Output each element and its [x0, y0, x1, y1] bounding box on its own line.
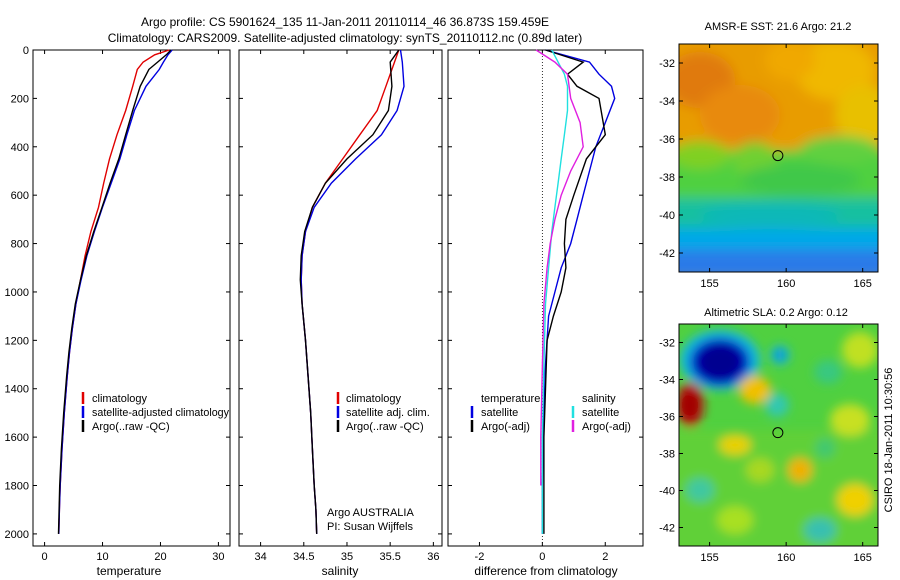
legend-label-temperature-argo: Argo(-adj) — [481, 421, 530, 433]
depth-tick-label: 2000 — [5, 529, 29, 541]
map-lon-label: 160 — [777, 278, 795, 290]
map-lat-label: -34 — [659, 375, 675, 387]
map-lat-label: -34 — [659, 96, 675, 108]
x-tick-label: 10 — [96, 551, 108, 563]
sst-heatmap — [679, 44, 878, 272]
header-line-2: Climatology: CARS2009. Satellite-adjuste… — [108, 31, 582, 45]
argo-program-label: Argo AUSTRALIA — [327, 507, 414, 519]
csiro-timestamp-label: CSIRO 18-Jan-2011 10:30:56 — [883, 368, 895, 513]
salinity-panel-frame — [238, 49, 443, 547]
depth-tick-label: 1600 — [5, 432, 29, 444]
map-lat-label: -38 — [659, 449, 675, 461]
sla-heatmap — [679, 324, 878, 546]
map-lon-label: 155 — [700, 278, 718, 290]
map-lat-label: -40 — [659, 210, 675, 222]
difference-series — [535, 49, 616, 534]
legend-heading-salinity: salinity — [582, 393, 616, 405]
x-tick-label: 34 — [254, 551, 266, 563]
x-tick-label: 2 — [602, 551, 608, 563]
argo-location-marker — [772, 427, 784, 439]
legend-label-satellite: satellite adj. clim. — [346, 407, 430, 419]
salinity-series — [299, 49, 405, 534]
series-line-argo-raw-qc- — [57, 49, 172, 534]
axis-ticks — [33, 49, 643, 546]
legend-label-climatology: climatology — [346, 393, 402, 405]
depth-tick-label: 0 — [23, 45, 29, 57]
map-lon-label: 160 — [777, 552, 795, 564]
x-tick-labels: 0 10 20 30 34 34.5 35 35.5 36 -2 0 2 — [42, 551, 609, 563]
x-tick-label: 36 — [427, 551, 439, 563]
difference-axis-label: difference from climatology — [474, 564, 617, 578]
legend-label-argo: Argo(..raw -QC) — [92, 421, 170, 433]
depth-tick-label: 800 — [11, 239, 29, 251]
depth-tick-label: 200 — [11, 93, 29, 105]
map-lat-label: -42 — [659, 523, 675, 535]
x-tick-label: 0 — [539, 551, 545, 563]
argo-location-marker — [772, 150, 784, 162]
legend-label-salinity-argo: Argo(-adj) — [582, 421, 631, 433]
pi-label: PI: Susan Wijffels — [327, 521, 413, 533]
series-line-argo-raw-qc- — [299, 49, 400, 534]
map-lat-label: -36 — [659, 134, 675, 146]
series-line-salinity-argo-adj- — [535, 49, 584, 486]
map-lat-label: -32 — [659, 338, 675, 350]
difference-legend: temperature salinity satellite Argo(-adj… — [470, 393, 631, 433]
series-line-climatology — [300, 49, 400, 534]
x-tick-label: 35 — [341, 551, 353, 563]
x-tick-label: -2 — [475, 551, 485, 563]
map-lon-label: 165 — [854, 552, 872, 564]
map-lon-label: 155 — [700, 552, 718, 564]
salinity-axis-label: salinity — [322, 564, 359, 578]
temperature-series — [57, 49, 173, 534]
map-lat-label: -36 — [659, 412, 675, 424]
depth-tick-label: 1200 — [5, 335, 29, 347]
series-line-satellite-adjusted-climatology — [58, 49, 173, 534]
depth-tick-labels: 0 200 400 600 800 1000 1200 1400 1600 1800 2000 — [5, 45, 29, 541]
depth-tick-label: 1000 — [5, 287, 29, 299]
sla-map-frame — [678, 323, 879, 547]
sst-map-frame — [678, 43, 879, 273]
temperature-legend: climatology satellite-adjusted climatolo… — [81, 392, 229, 433]
depth-tick-label: 1400 — [5, 384, 29, 396]
header-line-1: Argo profile: CS 5901624_135 11-Jan-2011… — [141, 15, 549, 29]
series-line-salinity-satellite — [541, 49, 569, 534]
sst-map-title: AMSR-E SST: 21.6 Argo: 21.2 — [705, 21, 852, 33]
legend-label-salinity-satellite: satellite — [582, 407, 619, 419]
legend-label-argo: Argo(..raw -QC) — [346, 421, 424, 433]
series-line-temperature-argo-adj- — [543, 49, 607, 534]
salinity-legend: climatology satellite adj. clim. Argo(..… — [336, 392, 430, 433]
x-tick-label: 0 — [42, 551, 48, 563]
legend-label-climatology: climatology — [92, 393, 148, 405]
map-lat-label: -42 — [659, 248, 675, 260]
map-lat-label: -38 — [659, 172, 675, 184]
x-tick-label: 34.5 — [293, 551, 314, 563]
map-lat-label: -40 — [659, 486, 675, 498]
temperature-axis-label: temperature — [97, 564, 162, 578]
series-line-climatology — [58, 49, 170, 534]
sla-map-title: Altimetric SLA: 0.2 Argo: 0.12 — [704, 307, 848, 319]
x-tick-label: 30 — [212, 551, 224, 563]
legend-label-satellite: satellite-adjusted climatology — [92, 407, 229, 419]
series-line-temperature-satellite — [541, 49, 616, 534]
x-tick-label: 35.5 — [379, 551, 400, 563]
depth-tick-label: 1800 — [5, 481, 29, 493]
series-line-satellite-adj-clim- — [300, 49, 405, 534]
x-tick-label: 20 — [154, 551, 166, 563]
sla-map-ticks: 155 160 165 -32 -34 -36 -38 -40 -42 — [659, 324, 878, 564]
legend-heading-temperature: temperature — [481, 393, 540, 405]
map-lat-label: -32 — [659, 58, 675, 70]
depth-tick-label: 600 — [11, 190, 29, 202]
temperature-panel-frame — [32, 49, 231, 547]
legend-label-temperature-satellite: satellite — [481, 407, 518, 419]
map-lon-label: 165 — [854, 278, 872, 290]
sst-map-ticks: 155 160 165 -32 -34 -36 -38 -40 -42 — [659, 44, 878, 290]
depth-tick-label: 400 — [11, 142, 29, 154]
